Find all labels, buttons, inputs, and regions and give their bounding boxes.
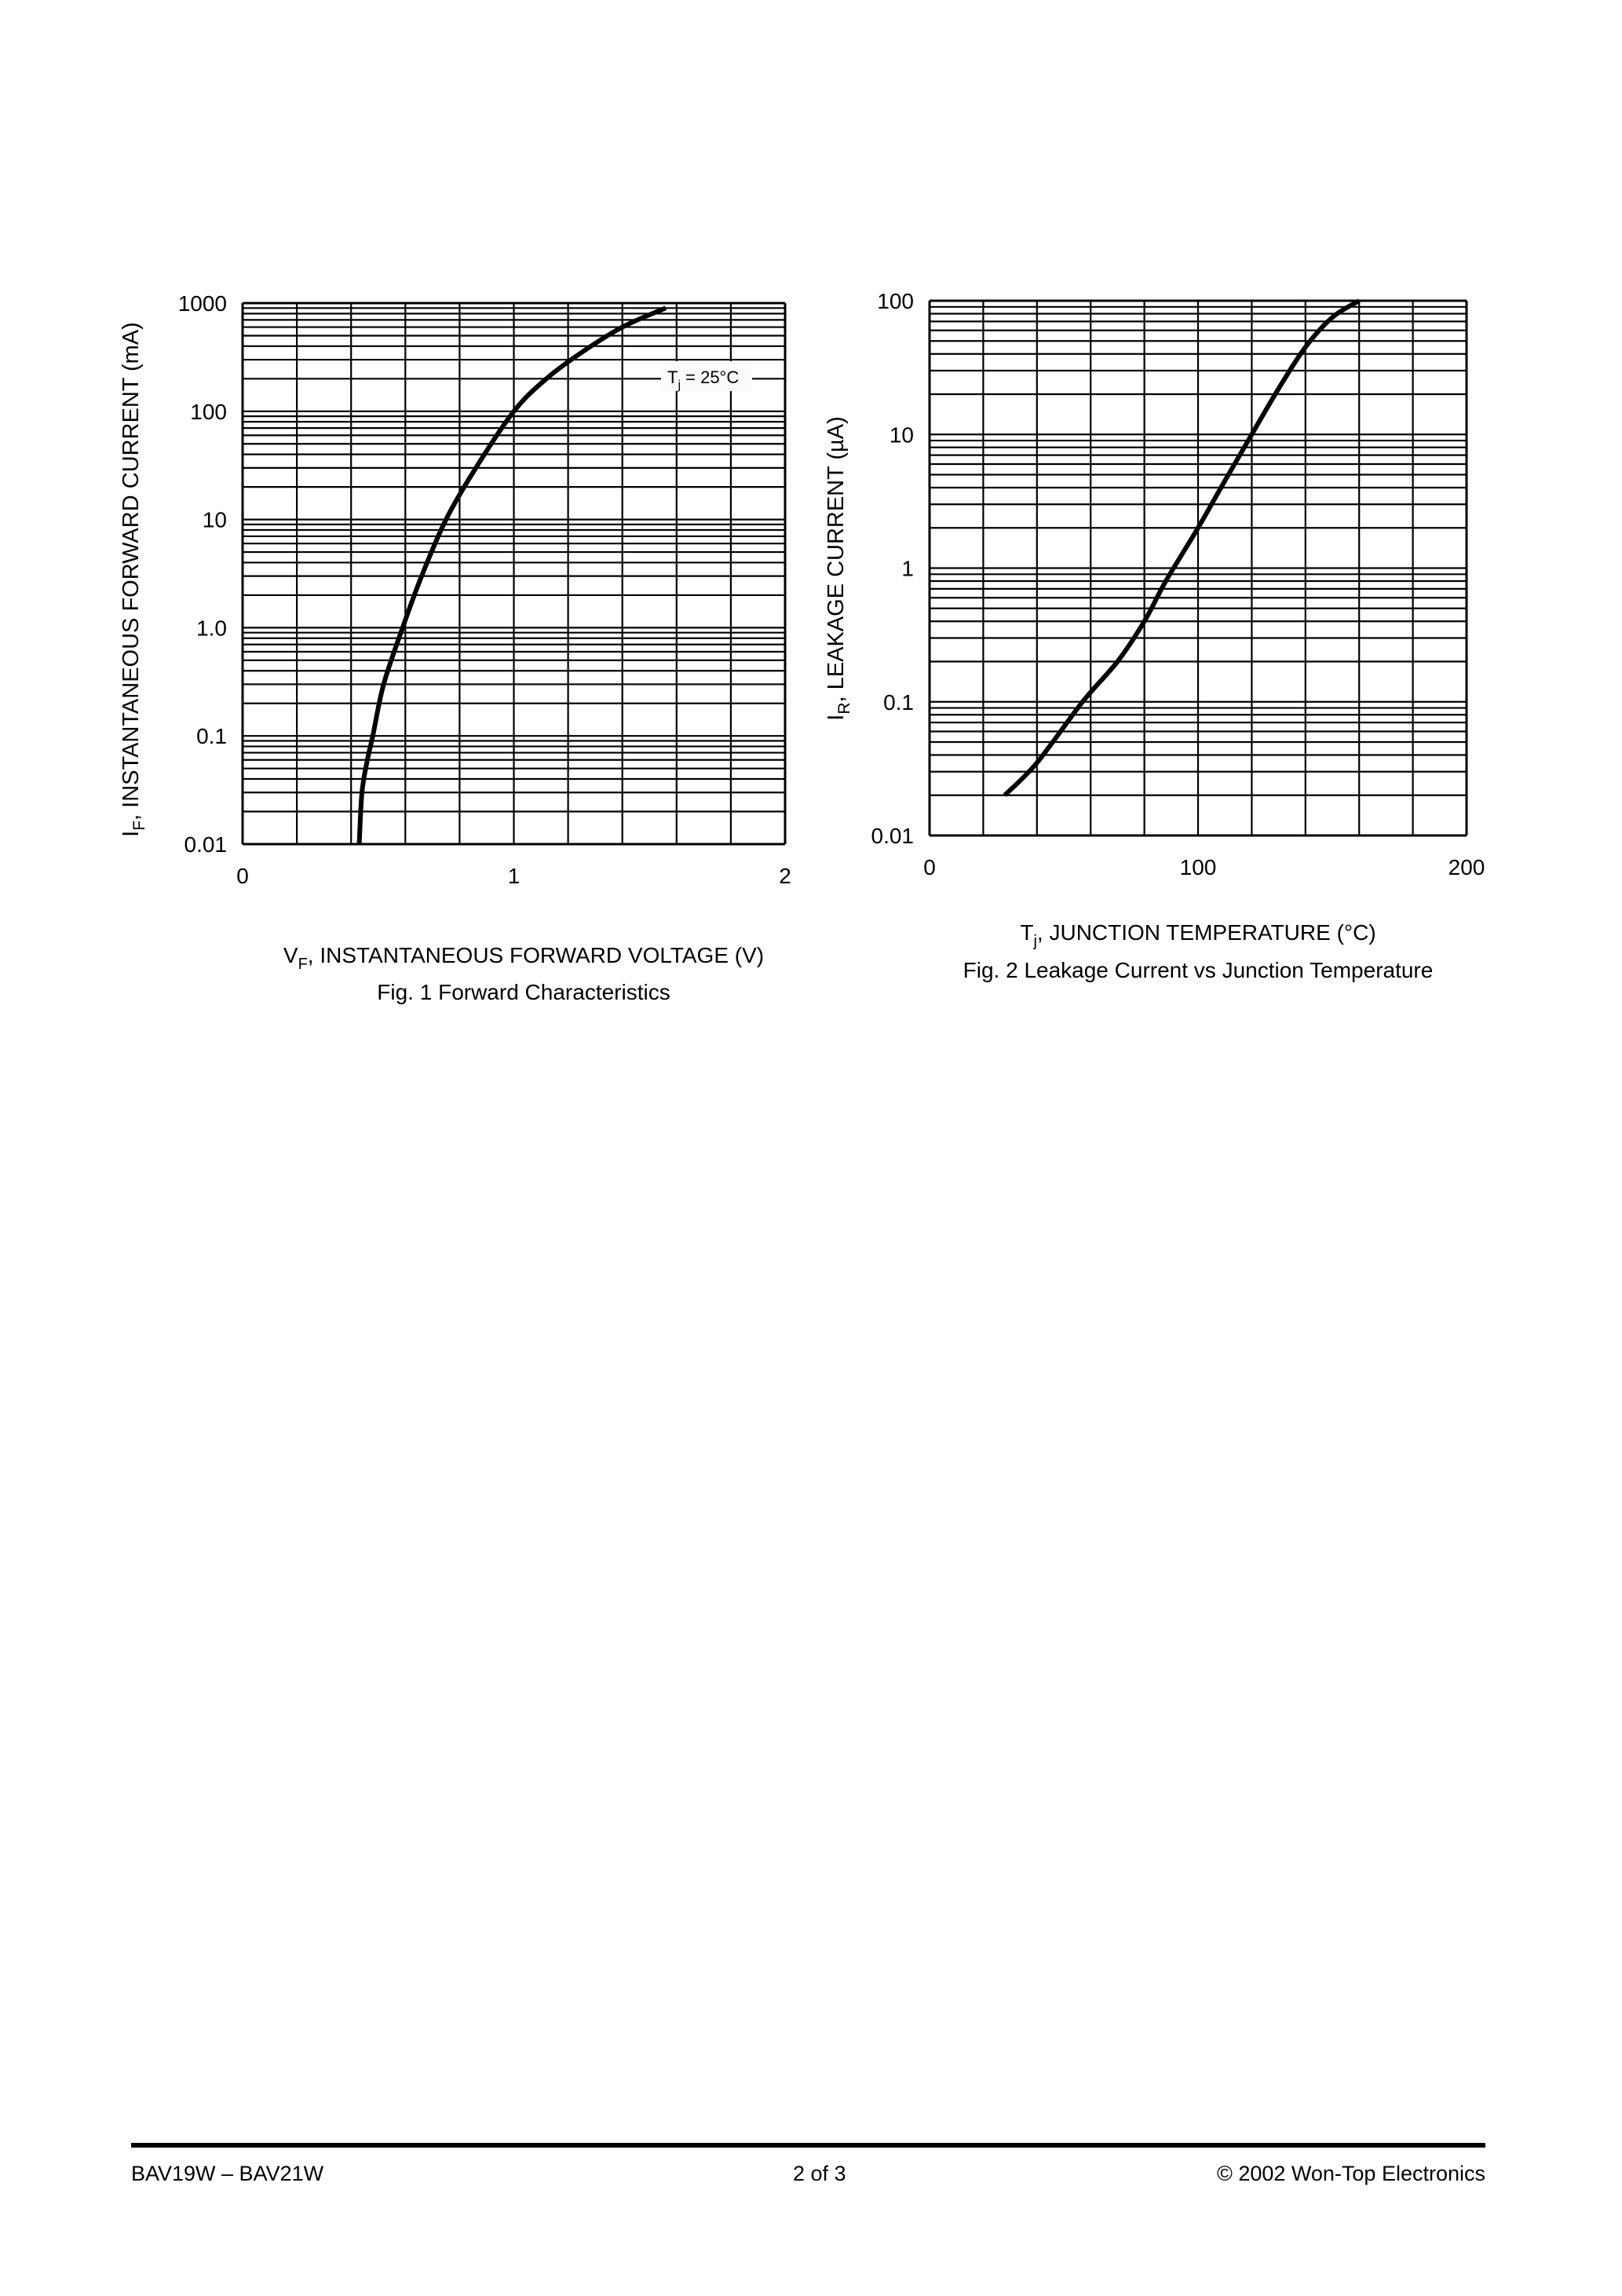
fig2-chart: 100 10 1 0.1 0.01 0 100 200 IR, LEAKAGE CURREN… [824,289,1485,982]
fig1-x-axis-label: VF, INSTANTANEOUS FORWARD VOLTAGE (V) [283,943,764,973]
x-tick-label: 100 [1180,855,1217,879]
x-tick-label: 1 [508,864,521,888]
fig2-caption: Fig. 2 Leakage Current vs Junction Tempe… [963,958,1434,982]
x-tick-label: 2 [779,864,791,888]
x-tick-label: 200 [1448,855,1485,879]
y-tick-label: 0.1 [196,724,227,748]
fig1-caption: Fig. 1 Forward Characteristics [377,980,670,1004]
y-tick-label: 1 [901,557,914,581]
fig1-grid [241,302,787,846]
footer-part-number: BAV19W – BAV21W [131,2162,324,2185]
fig2-leakage-curve [1003,298,1361,797]
footer-page-number: 2 of 3 [793,2162,846,2185]
y-tick-label: 0.1 [883,690,914,715]
x-tick-label: 0 [923,855,936,879]
fig2-y-tick-labels: 100 10 1 0.1 0.01 [871,289,915,848]
x-tick-label: 0 [236,864,249,888]
fig1-chart: 1000 100 10 1.0 0.1 0.01 0 1 2 IF, INSTANTANEOU… [119,291,791,1004]
fig2-y-axis-label: IR, LEAKAGE CURRENT (µA) [824,416,853,720]
fig1-x-tick-labels: 0 1 2 [236,864,791,888]
fig1-y-tick-labels: 1000 100 10 1.0 0.1 0.01 [178,291,227,857]
svg-text:Tj = 25°C: Tj = 25°C [667,367,739,392]
fig2-grid [928,299,1468,837]
fig1-annotation: Tj = 25°C [661,361,752,392]
y-tick-label: 0.01 [184,832,228,857]
fig2-x-tick-labels: 0 100 200 [923,855,1485,879]
footer-rule [131,2143,1485,2148]
y-tick-label: 0.01 [871,824,915,848]
fig2-x-axis-label: Tj, JUNCTION TEMPERATURE (°C) [1020,920,1375,950]
fig1-y-axis-label: IF, INSTANTANEOUS FORWARD CURRENT (mA) [119,322,148,837]
y-tick-label: 100 [190,400,227,424]
y-tick-label: 100 [877,289,914,313]
y-tick-label: 10 [890,422,914,447]
y-tick-label: 1.0 [196,616,227,640]
y-tick-label: 10 [203,508,227,532]
fig1-forward-curve [356,305,667,845]
y-tick-label: 1000 [178,291,227,316]
footer-copyright: © 2002 Won-Top Electronics [1216,2162,1485,2185]
